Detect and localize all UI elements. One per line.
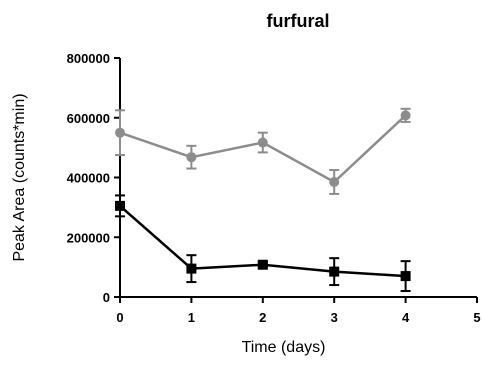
y-tick-label: 600000 <box>67 111 110 126</box>
y-axis-label: Peak Area (counts*min) <box>11 93 28 261</box>
y-axis-ticks: 0 200000 400000 600000 800000 <box>67 51 120 305</box>
data-point <box>400 110 411 121</box>
data-point <box>257 137 268 148</box>
data-point <box>115 127 125 138</box>
series-layer <box>115 107 411 293</box>
x-tick-label: 0 <box>116 310 123 325</box>
axes <box>119 58 477 298</box>
y-tick-label: 400000 <box>67 171 110 186</box>
data-point <box>115 200 125 211</box>
y-tick-label: 0 <box>103 290 110 305</box>
x-axis-label: Time (days) <box>242 339 326 356</box>
data-point <box>186 263 197 274</box>
x-tick-label: 3 <box>331 310 338 325</box>
chart-title: furfural <box>267 11 330 31</box>
data-point <box>257 259 268 270</box>
series-2 <box>115 194 411 293</box>
x-tick-label: 4 <box>402 310 410 325</box>
series-1 <box>115 107 411 195</box>
x-tick-label: 5 <box>473 310 480 325</box>
data-point <box>329 176 340 187</box>
x-tick-label: 1 <box>188 310 195 325</box>
data-point <box>186 152 197 163</box>
x-tick-label: 2 <box>259 310 266 325</box>
x-axis-ticks: 0 1 2 3 4 5 <box>116 297 481 325</box>
data-point <box>329 266 340 277</box>
y-tick-label: 200000 <box>67 230 110 245</box>
y-tick-label: 800000 <box>67 51 110 66</box>
data-point <box>400 271 411 282</box>
